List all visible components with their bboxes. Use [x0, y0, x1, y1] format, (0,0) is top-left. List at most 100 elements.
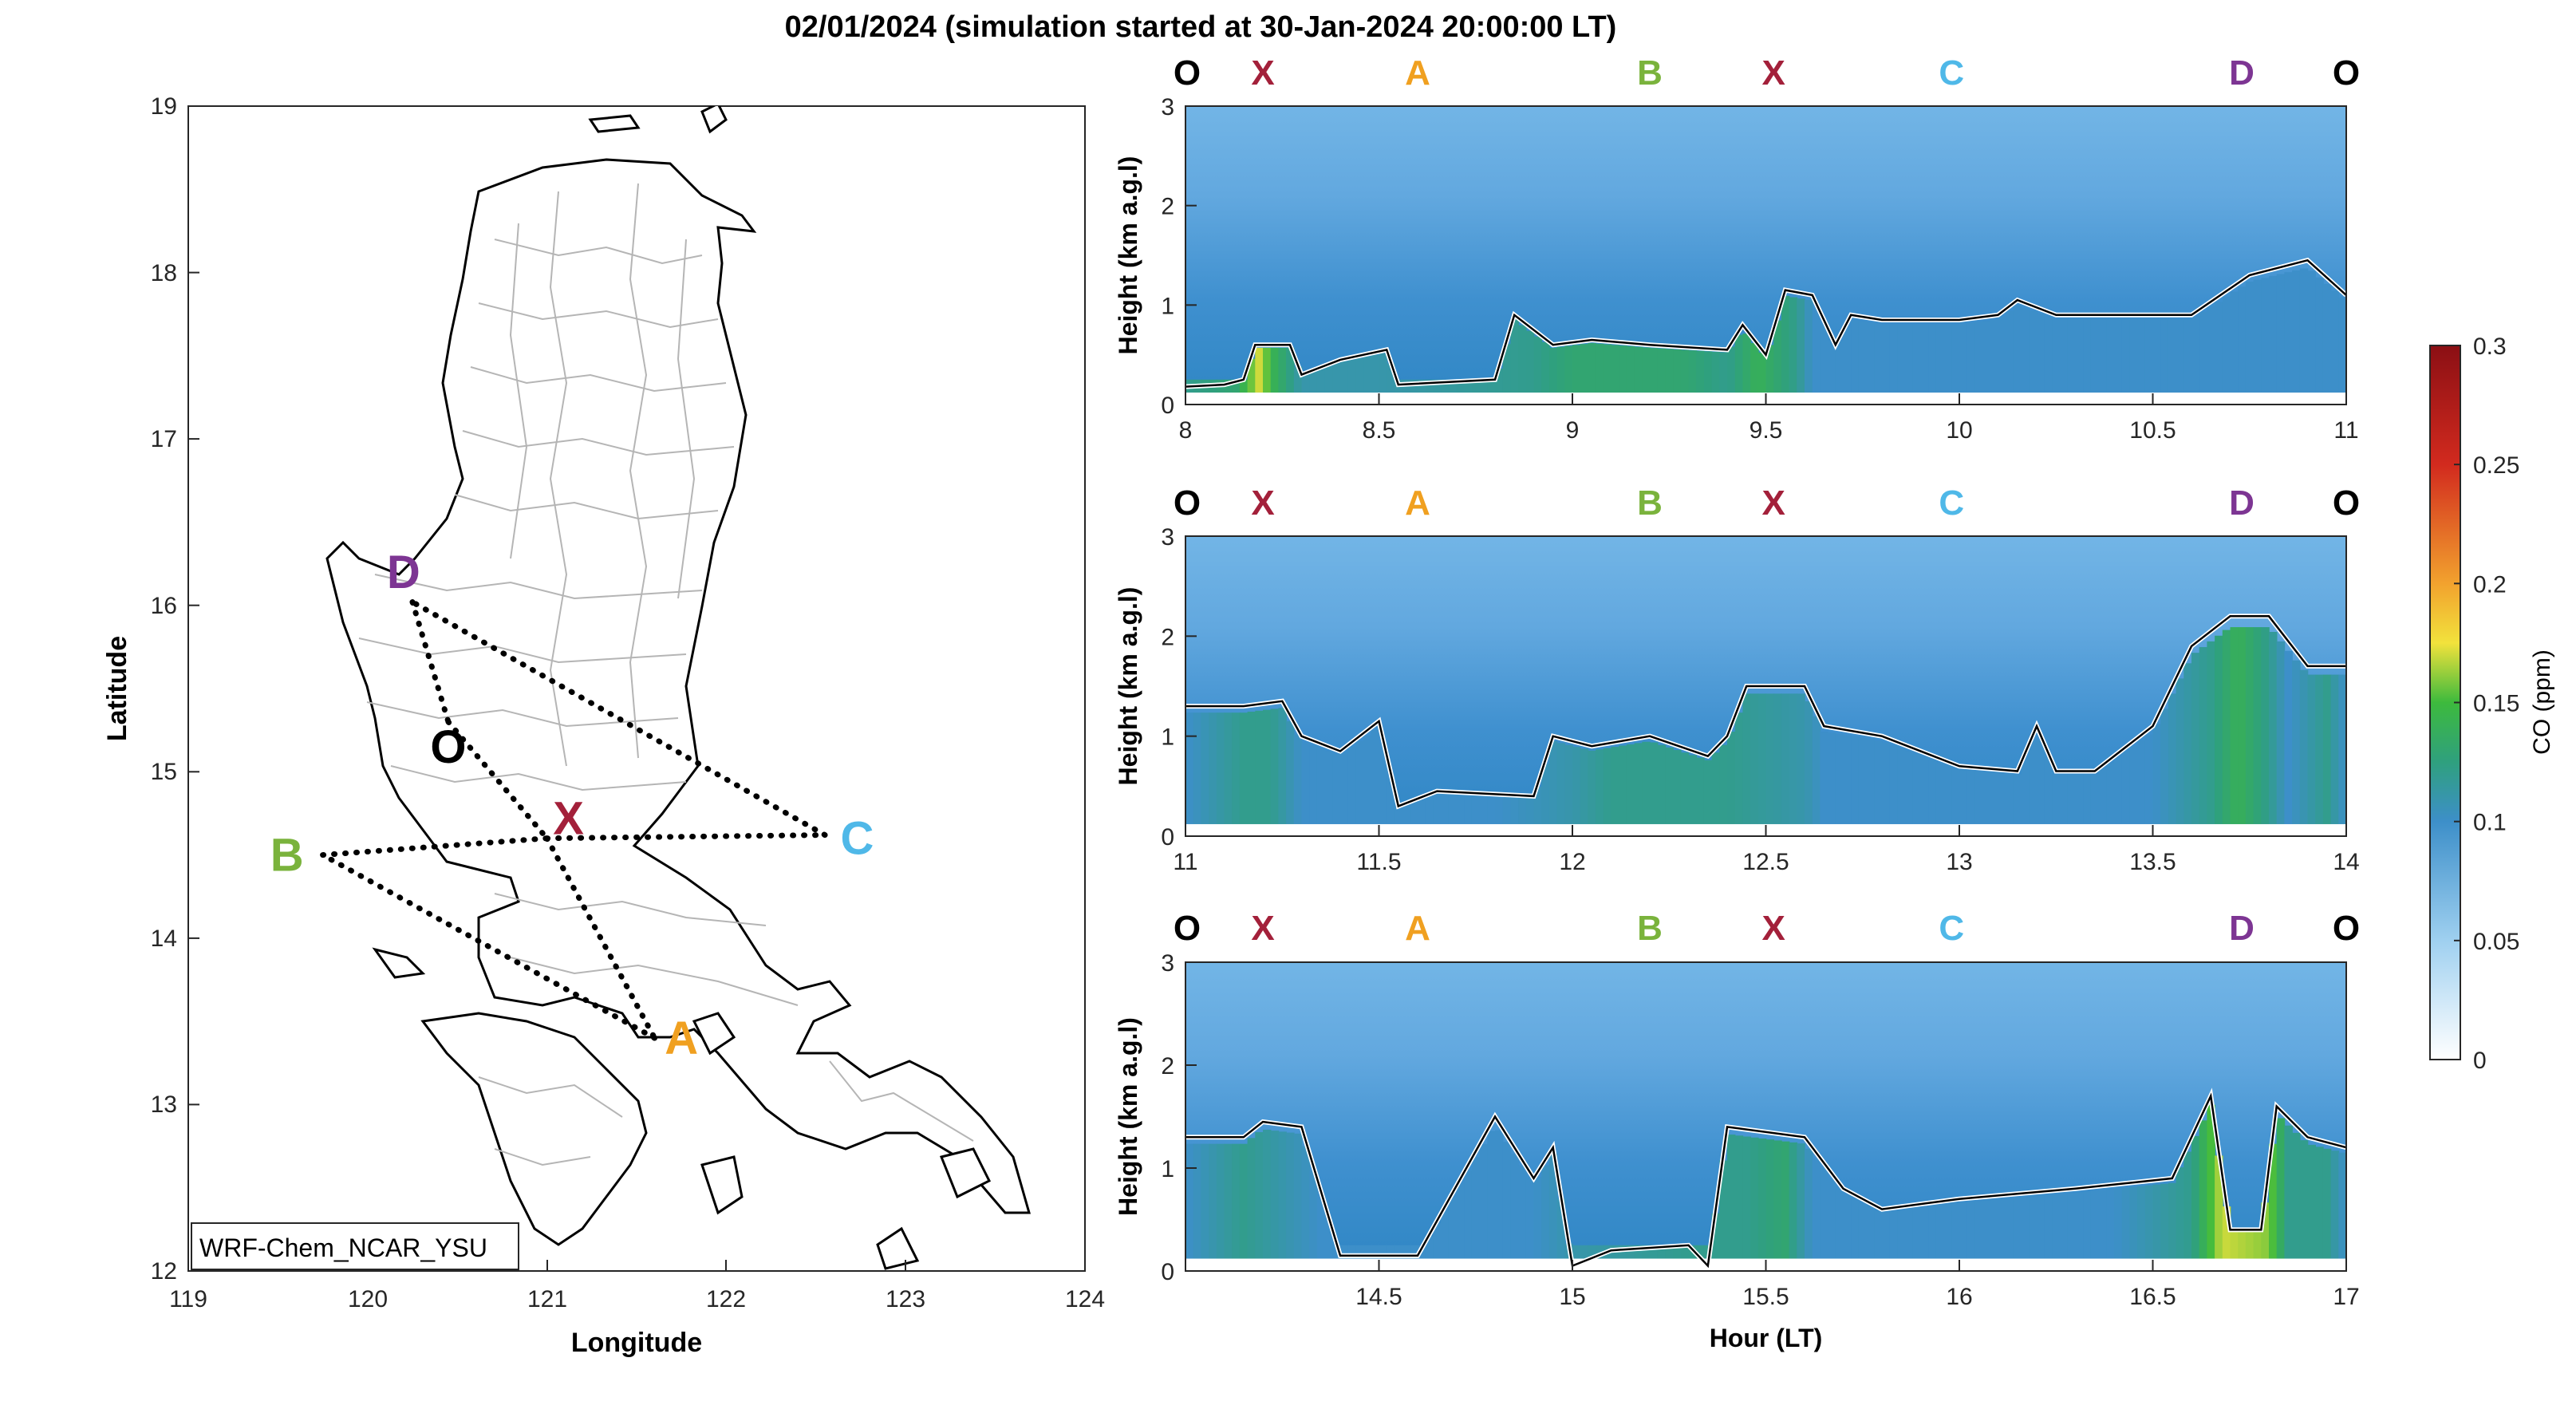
heatmap-cell	[1418, 379, 1426, 393]
heatmap-cell	[1441, 379, 1450, 393]
heatmap-cell	[1874, 323, 1883, 393]
heatmap-cell	[2137, 740, 2146, 824]
heatmap-cell	[1920, 324, 1929, 393]
map-x-ticks: 119 120 121 122 123 124	[169, 1260, 1105, 1312]
heatmap-cell	[2307, 1144, 2316, 1259]
heatmap-cell	[1998, 1198, 2006, 1259]
heatmap-cell	[1502, 1142, 1512, 1259]
heatmap-cell	[1828, 1178, 1836, 1259]
heatmap-cell	[1525, 330, 1535, 393]
heatmap-cell	[1456, 794, 1465, 824]
heatmap-cell	[2052, 774, 2061, 824]
heatmap-cell	[1278, 1131, 1287, 1259]
heatmap-cell	[1805, 701, 1813, 824]
heatmap-cell	[1765, 345, 1774, 393]
heatmap-cell	[2129, 1186, 2138, 1259]
heatmap-cell	[1293, 1133, 1303, 1259]
heatmap-cell	[1626, 345, 1635, 393]
heatmap-cell	[1843, 326, 1852, 393]
heatmap-cell	[1495, 368, 1504, 393]
heatmap-cell	[2245, 1231, 2254, 1259]
heatmap-cell	[1781, 693, 1790, 824]
heatmap-cell	[1928, 760, 1937, 824]
heatmap-cell	[2199, 311, 2208, 393]
heatmap-cell	[1548, 740, 1558, 824]
waypoint-label-c: C	[1939, 53, 1964, 93]
heatmap-cell	[2330, 674, 2340, 824]
heatmap-cell	[1920, 1206, 1929, 1259]
heatmap-cell	[1340, 361, 1349, 393]
heatmap-cell	[1533, 336, 1542, 393]
flight-point-label-a: A	[665, 1012, 698, 1064]
map-x-tick-label: 119	[169, 1286, 207, 1312]
heatmap-cell	[1951, 324, 1960, 393]
map-x-tick-label: 122	[706, 1286, 746, 1312]
heatmap-cell	[1928, 324, 1937, 393]
heatmap-cell	[1820, 324, 1828, 393]
heatmap-cell	[1355, 357, 1364, 393]
heatmap-cell	[2269, 632, 2278, 824]
heatmap-cell	[2152, 1184, 2161, 1259]
heatmap-cell	[2075, 774, 2084, 824]
heatmap-cell	[1324, 751, 1334, 824]
heatmap-cell	[1286, 1132, 1295, 1259]
heatmap-cell	[1402, 1245, 1411, 1259]
heatmap-cell	[2013, 305, 2022, 393]
x-tick-label: 11.5	[1356, 849, 1401, 875]
heatmap-cell	[2253, 279, 2262, 393]
heatmap-cell	[1564, 345, 1573, 393]
x-tick-label: 15.5	[1742, 1284, 1789, 1310]
heatmap-cell	[1967, 770, 1976, 824]
heatmap-cell	[1270, 347, 1280, 393]
heatmap-cell	[1425, 795, 1434, 824]
heatmap-cell	[2338, 297, 2346, 393]
heatmap-cell	[1835, 1187, 1844, 1259]
heatmap-cell	[2083, 1191, 2092, 1259]
heatmap-cell	[1216, 1143, 1225, 1259]
heatmap-cell	[1232, 379, 1241, 393]
x-tick-label: 13	[1946, 849, 1972, 875]
heatmap-cell	[1882, 742, 1891, 824]
heatmap-cell	[1657, 348, 1667, 393]
x-tick-label: 14	[2333, 849, 2359, 875]
waypoint-label-a: A	[1405, 53, 1430, 93]
heatmap-cell	[2238, 627, 2247, 824]
colorbar: 0 0.05 0.1 0.15 0.2 0.25 0.3 CO (ppm)	[2429, 334, 2555, 1074]
heatmap-cell	[2098, 1190, 2108, 1259]
heatmap-cell	[2299, 669, 2309, 824]
heatmap-cell	[2183, 1151, 2192, 1259]
heatmap-cell	[2207, 306, 2215, 393]
heatmap-cell	[2106, 319, 2115, 393]
flight-track-segment	[409, 599, 828, 839]
heatmap-cell	[1820, 732, 1828, 824]
map-ylabel: Latitude	[102, 636, 132, 741]
waypoint-label-a: A	[1405, 483, 1430, 523]
y-tick-label: 0	[1161, 824, 1174, 851]
heatmap-cell	[1951, 1202, 1960, 1259]
heatmap-cell	[2261, 278, 2270, 393]
heatmap-cell	[1990, 1199, 1999, 1259]
heatmap-cell	[1340, 1245, 1349, 1259]
y-tick-label: 0	[1161, 393, 1174, 419]
heatmap-cell	[1998, 316, 2006, 393]
y-axis-label: Height (km a.g.l)	[1114, 1017, 1142, 1216]
figure-title: 02/01/2024 (simulation started at 30-Jan…	[785, 10, 1617, 44]
heatmap-cell	[1316, 369, 1326, 393]
heatmap-cell	[1851, 736, 1860, 824]
heatmap-cell	[1324, 1219, 1334, 1259]
heatmap-cell	[1858, 737, 1868, 824]
heatmap-cell	[1441, 793, 1450, 824]
mindoro-outline	[420, 1012, 648, 1246]
island	[700, 106, 728, 134]
heatmap-cell	[1309, 372, 1318, 393]
x-tick-label: 17	[2333, 1284, 2359, 1310]
heatmap-cell	[1324, 366, 1334, 393]
heatmap-cell	[1433, 793, 1442, 824]
heatmap-cell	[1371, 1245, 1380, 1259]
heatmap-cell	[1580, 748, 1589, 824]
heatmap-field	[1185, 106, 2346, 405]
heatmap-cell	[1209, 1143, 1217, 1259]
heatmap-cell	[1495, 1130, 1504, 1259]
heatmap-cell	[2191, 317, 2200, 393]
heatmap-cell	[1185, 1143, 1194, 1259]
